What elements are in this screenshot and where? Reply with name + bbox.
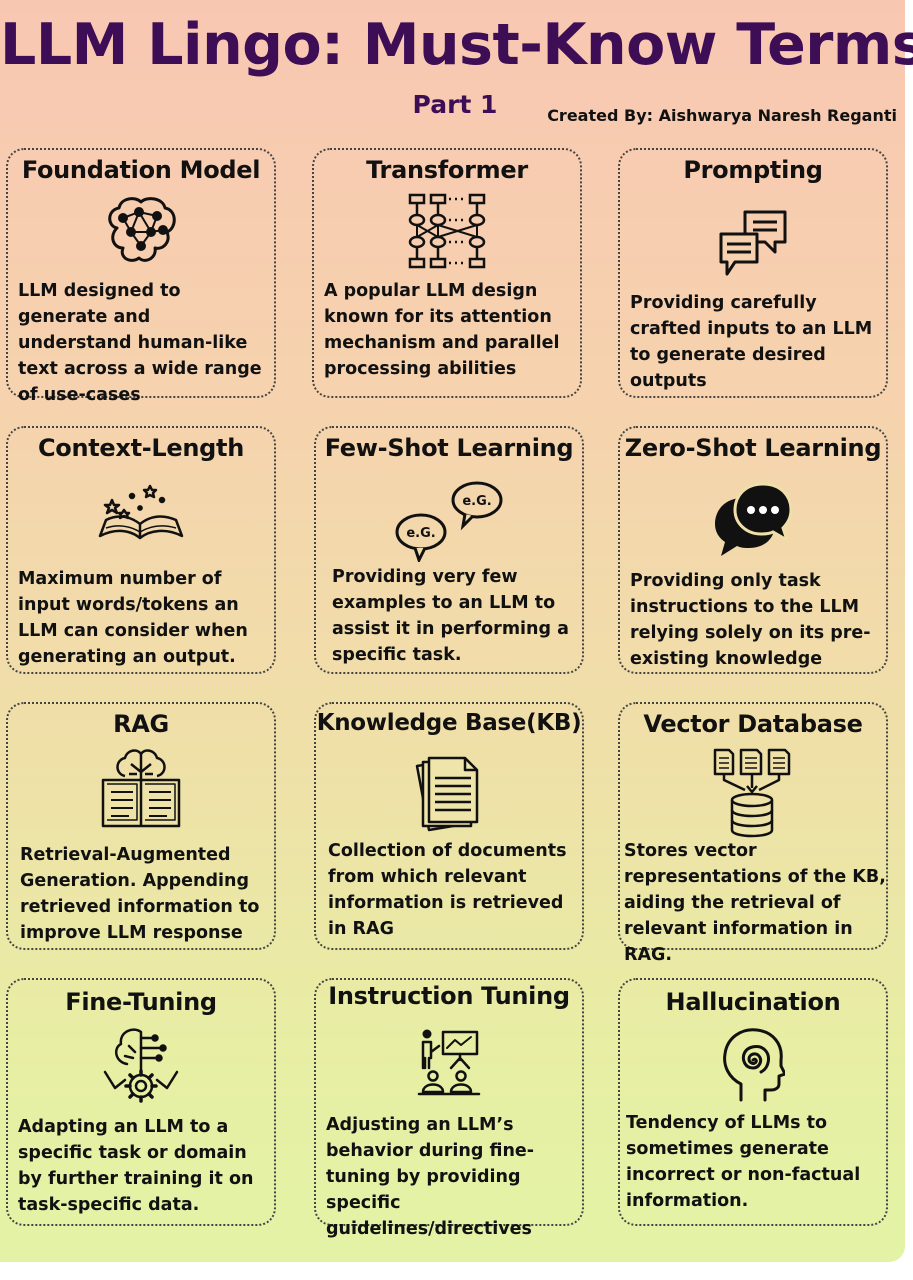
card-prompting: Prompting Providing carefully crafted in…: [618, 148, 888, 398]
card-hallucination: Hallucination Tendency of LLMs to someti…: [618, 978, 888, 1226]
card-title: Hallucination: [665, 988, 841, 1016]
chat-bubbles-icon: [717, 208, 789, 278]
brain-network-icon: [101, 192, 181, 266]
card-rag: RAG Retrieval-Augmented Generation. Appe…: [6, 702, 276, 950]
card-description: A popular LLM design known for its atten…: [324, 281, 560, 379]
card-vector-database: Vector Database Stores vector representa…: [618, 702, 888, 965]
example-bubbles-icon: e.G. e.G.: [393, 480, 505, 562]
card-description: LLM designed to generate and understand …: [18, 281, 262, 405]
card-title: Zero-Shot Learning: [624, 434, 882, 462]
example-label: e.G.: [462, 494, 491, 509]
page-subtitle: Part 1: [412, 90, 498, 119]
card-knowledge-base: Knowledge Base(KB) Collection of documen…: [314, 702, 584, 950]
tree-gear-icon: [101, 1024, 181, 1104]
card-title: RAG: [113, 710, 169, 738]
card-title: Context-Length: [37, 434, 245, 462]
neural-network-icon: [407, 192, 487, 270]
card-description: Maximum number of input words/tokens an …: [18, 569, 248, 667]
card-foundation-model: Foundation Model LLM designed to generat…: [6, 148, 276, 405]
card-description: Retrieval-Augmented Generation. Appendin…: [20, 845, 260, 943]
presentation-icon: [417, 1028, 481, 1100]
card-instruction-tuning: Instruction Tuning Adjusting an LLM’s be…: [314, 978, 584, 1239]
card-title: Few-Shot Learning: [324, 434, 574, 462]
card-transformer: Transformer A popular LLM design known f…: [312, 148, 582, 398]
card-description: Collection of documents from which relev…: [328, 841, 567, 939]
card-title: Instruction Tuning: [328, 982, 570, 1010]
card-description: Stores vector representations of the KB,…: [624, 841, 886, 965]
speech-bubbles-icon: [713, 482, 793, 558]
card-context-length: Context-Length Maximum number of input w…: [6, 426, 276, 674]
example-label: e.G.: [406, 526, 435, 541]
card-description: Adjusting an LLM’s behavior during fine-…: [326, 1115, 535, 1239]
card-few-shot-learning: Few-Shot Learning e.G. e.G. Providing ve…: [314, 426, 584, 674]
database-icon: [711, 748, 795, 840]
spiral-head-icon: [721, 1026, 785, 1102]
card-description: Providing very few examples to an LLM to…: [332, 567, 569, 665]
documents-icon: [413, 756, 485, 832]
open-book-stars-icon: [96, 482, 186, 548]
card-zero-shot-learning: Zero-Shot Learning Providing only task i…: [618, 426, 888, 674]
card-title: Knowledge Base(KB): [316, 710, 582, 736]
card-title: Fine-Tuning: [65, 988, 217, 1016]
author-credit: Created By: Aishwarya Naresh Reganti: [547, 106, 897, 125]
card-description: Tendency of LLMs to sometimes generate i…: [626, 1113, 861, 1211]
card-fine-tuning: Fine-Tuning Adapting an LLM to a specifi…: [6, 978, 276, 1226]
brain-book-icon: [99, 746, 183, 830]
card-title: Prompting: [683, 156, 823, 184]
card-title: Foundation Model: [21, 156, 261, 184]
card-description: Providing only task instructions to the …: [630, 571, 871, 669]
card-description: Providing carefully crafted inputs to an…: [630, 293, 873, 391]
page-title: LLM Lingo: Must-Know Terms: [0, 12, 913, 78]
card-title: Vector Database: [643, 710, 863, 738]
card-title: Transformer: [366, 156, 528, 184]
card-description: Adapting an LLM to a specific task or do…: [18, 1117, 254, 1215]
